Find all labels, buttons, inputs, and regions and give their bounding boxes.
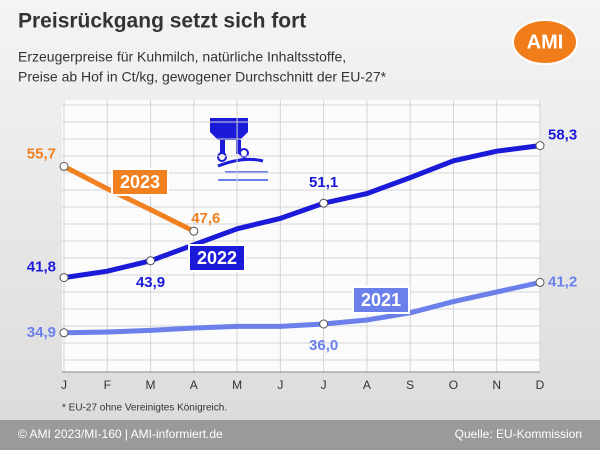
x-tick-label: M [232, 378, 242, 392]
x-tick-label: J [61, 378, 67, 392]
point [189, 226, 199, 236]
line [63, 143, 541, 281]
footnote: * EU-27 ohne Vereinigtes Königreich. [62, 403, 227, 414]
x-tick-label: A [363, 378, 371, 392]
x-tick-label: A [190, 378, 198, 392]
x-tick-label: J [277, 378, 283, 392]
value-label: 55,7 [27, 145, 56, 162]
line [62, 164, 195, 234]
point [146, 256, 156, 266]
x-tick-label: M [146, 378, 156, 392]
legend-box [352, 286, 410, 314]
point [319, 198, 329, 208]
x-tick-label: S [406, 378, 414, 392]
value-label: 41,8 [27, 259, 56, 276]
x-tick-label: D [536, 378, 545, 392]
logo: AMI [527, 31, 564, 53]
point [59, 328, 69, 338]
value-label: 34,9 [27, 324, 56, 341]
milking-icon [210, 118, 268, 181]
value-label: 51,1 [309, 174, 338, 191]
point [59, 161, 69, 171]
subtitle: Erzeugerpreise für Kuhmilch, natürliche … [18, 49, 346, 65]
logo-shape [512, 19, 578, 65]
subtitle: Preise ab Hof in Ct/kg, gewogener Durchs… [18, 69, 387, 85]
point [59, 273, 69, 283]
x-tick-label: J [321, 378, 327, 392]
line [63, 279, 541, 336]
legend-box [188, 244, 246, 272]
footer-left: © AMI 2023/MI-160 | AMI-informiert.de [18, 427, 223, 441]
value-label: 41,2 [548, 273, 577, 290]
legend-label: 2022 [197, 248, 237, 268]
x-tick-label: O [449, 378, 458, 392]
footer-right: Quelle: EU-Kommission [455, 427, 582, 441]
footer-bar [0, 420, 600, 450]
x-tick-label: F [104, 378, 111, 392]
legend-label: 2023 [120, 172, 160, 192]
value-label: 43,9 [136, 274, 165, 291]
legend-box [111, 168, 169, 196]
point [535, 277, 545, 287]
chart-title: Preisrückgang setzt sich fort [18, 10, 306, 33]
value-label: 47,6 [191, 210, 220, 227]
value-label: 36,0 [309, 337, 338, 354]
point [319, 319, 329, 329]
x-tick-label: N [492, 378, 501, 392]
legend-label: 2021 [361, 290, 401, 310]
value-label: 58,3 [548, 127, 577, 144]
point [535, 141, 545, 151]
